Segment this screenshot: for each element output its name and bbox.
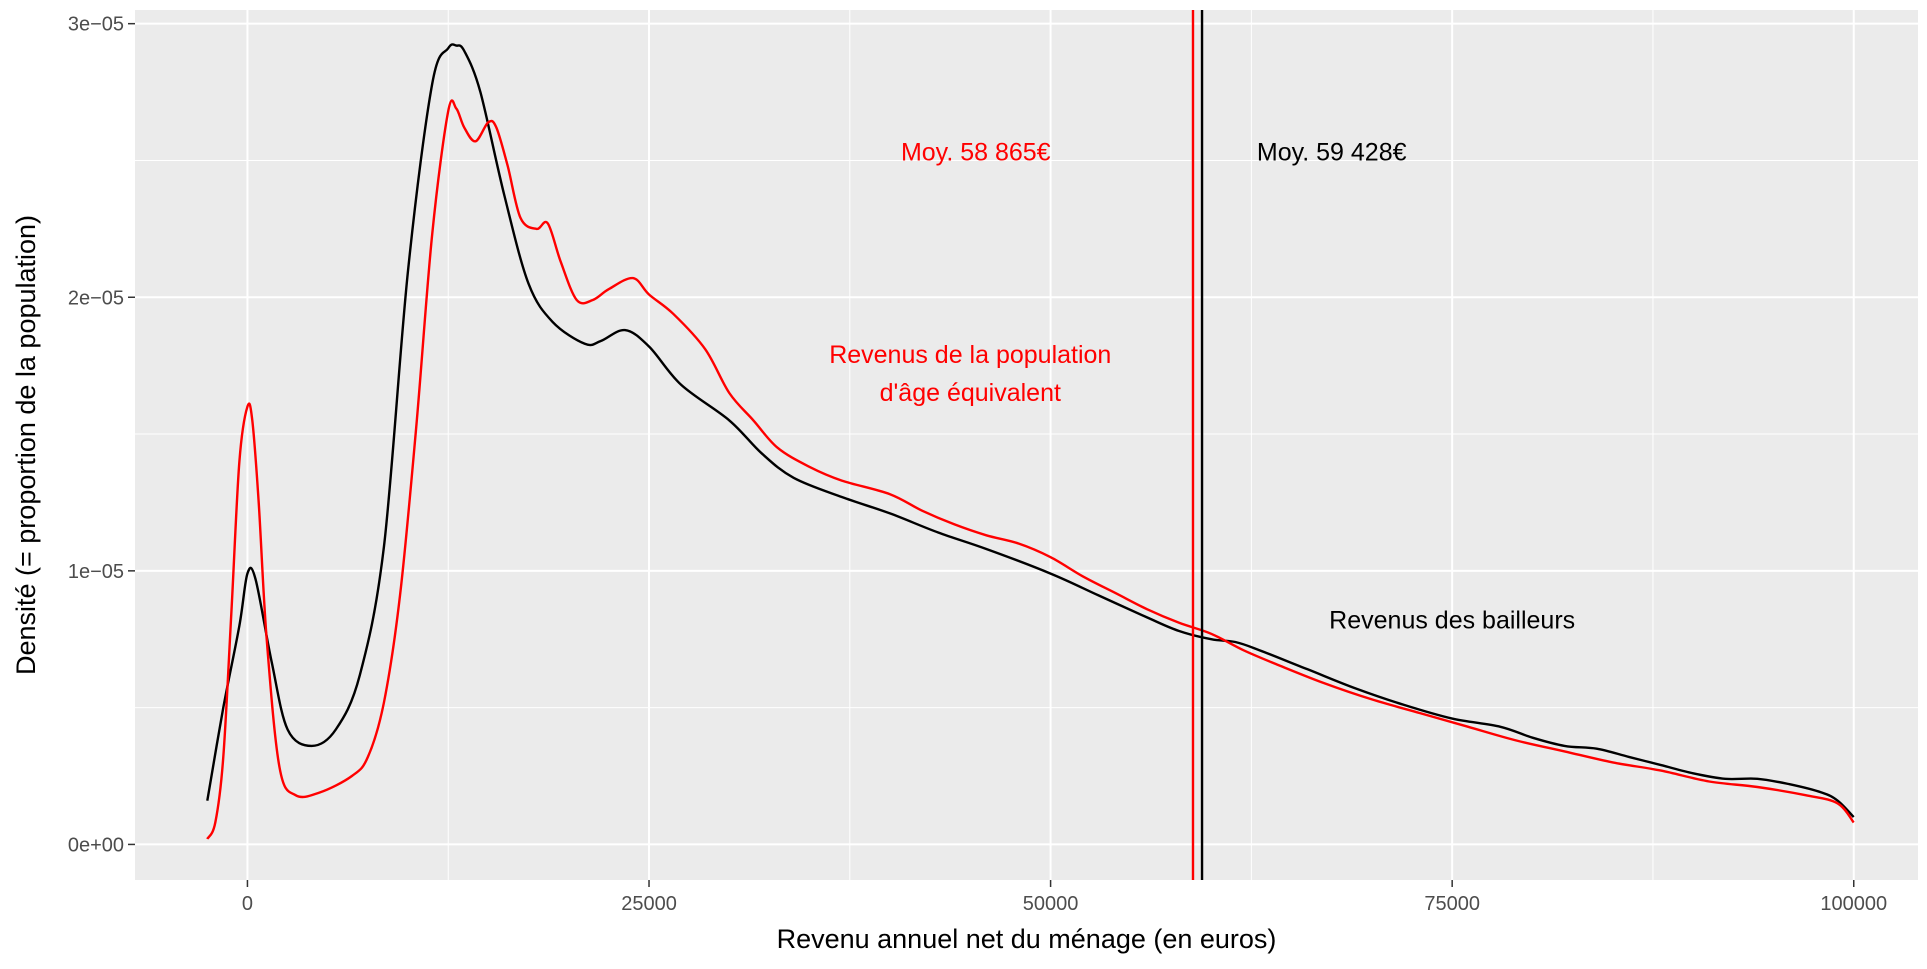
minor-gridlines: [135, 10, 1918, 880]
x-tick-label: 75000: [1424, 893, 1480, 915]
annotation-label: Revenus des bailleurs: [1329, 606, 1575, 634]
mean-lines: [1191, 10, 1204, 880]
annotation-label: Moy. 58 865€: [901, 138, 1051, 166]
series-line-bailleurs: [206, 43, 1855, 818]
x-tick-label: 25000: [621, 893, 677, 915]
x-tick-label: 100000: [1820, 893, 1887, 915]
annotation-label: Moy. 59 428€: [1257, 138, 1407, 166]
y-tick-label: 3e−05: [68, 14, 124, 36]
annotation-label: Revenus de la population: [829, 341, 1111, 369]
axes: 0 25000 50000 75000 100000 0e+00 1e−05 2e−05 3e−…: [68, 14, 1887, 915]
plot-panel: [135, 10, 1918, 880]
y-tick-label: 1e−05: [68, 561, 124, 583]
y-tick-label: 0e+00: [68, 834, 124, 856]
major-gridlines: [135, 10, 1918, 880]
y-axis-title: Densité (= proportion de la population): [11, 215, 41, 675]
x-tick-label: 0: [242, 893, 253, 915]
x-tick-label: 50000: [1023, 893, 1079, 915]
x-axis-title: Revenu annuel net du ménage (en euros): [777, 924, 1277, 954]
series-layer: [206, 43, 1855, 840]
annotation-label: d'âge équivalent: [880, 379, 1061, 407]
series-line-population: [206, 99, 1855, 840]
y-tick-label: 2e−05: [68, 287, 124, 309]
annotations: Moy. 58 865€ Moy. 59 428€ Revenus de la po…: [829, 138, 1575, 634]
